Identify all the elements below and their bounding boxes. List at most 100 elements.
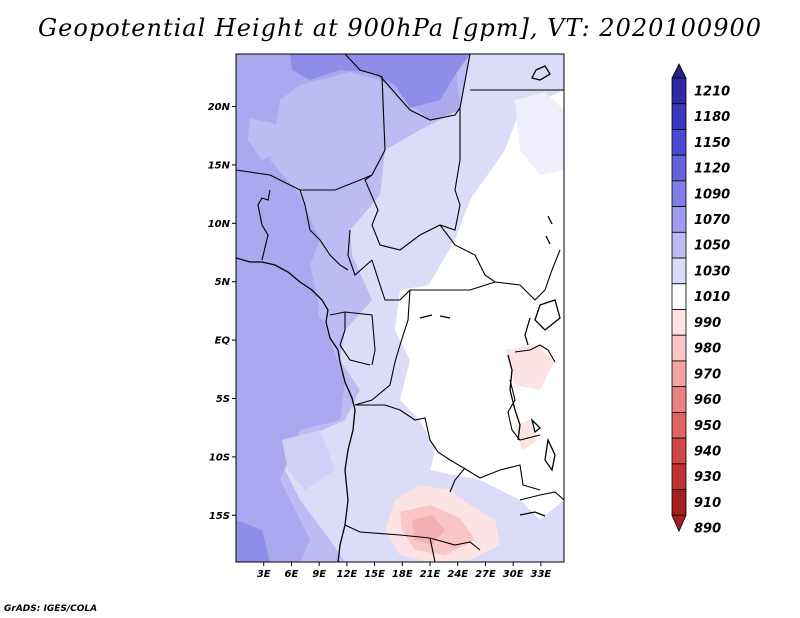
colorbar-label: 1030 <box>694 264 730 279</box>
border <box>449 467 466 493</box>
band-980-east <box>515 420 538 450</box>
atlantic-coast <box>236 257 356 562</box>
colorbar-label: 940 <box>694 444 721 459</box>
colorbar-swatch <box>671 206 687 233</box>
band-980-east <box>505 345 555 390</box>
colorbar-swatch <box>671 231 687 259</box>
border <box>519 491 564 501</box>
y-axis: 20N 15N 10N 5N EQ 5S 10S 15S <box>208 102 236 522</box>
border <box>479 464 541 491</box>
border <box>299 189 349 271</box>
colorbar-swatch <box>671 154 687 182</box>
colorbar-swatch <box>671 129 687 156</box>
band-1010-patch <box>515 92 564 175</box>
band-1070 <box>290 54 470 108</box>
lake <box>531 65 551 81</box>
colorbar-label: 1070 <box>694 213 730 228</box>
grads-credit: GrADS: IGES/COLA <box>4 604 98 614</box>
colorbar-label: 980 <box>694 342 721 357</box>
lake-malawi <box>544 437 556 472</box>
lake-albert <box>524 317 531 346</box>
colorbar-label: 930 <box>694 470 721 485</box>
colorbar: 1210 1180 1150 1120 1090 1070 1050 1030 1010 990 9… <box>671 63 730 537</box>
colorbar-label: 1210 <box>694 84 730 99</box>
band-1070-sw <box>236 520 270 562</box>
y-tick-label: 10S <box>209 452 230 463</box>
band-1030-patch <box>305 185 362 225</box>
band-1050 <box>236 54 460 562</box>
x-tick-label: 27E <box>475 569 496 580</box>
x-axis: 3E 6E 9E 12E 15E 18E 21E 24E 27E 30E 33E <box>257 562 552 580</box>
border <box>257 189 271 261</box>
y-tick-label: 5S <box>216 394 230 405</box>
lake-victoria <box>534 299 561 331</box>
colorbar-label: 1090 <box>694 187 730 202</box>
colorbar-label: 1120 <box>694 162 730 177</box>
border <box>347 229 373 276</box>
colorbar-cap-bottom <box>671 514 687 533</box>
colorbar-swatch <box>671 283 687 310</box>
border <box>236 169 373 191</box>
x-tick-label: 9E <box>312 569 326 580</box>
coastlines <box>236 65 561 562</box>
height-field <box>236 54 564 562</box>
colorbar-swatch <box>671 77 687 105</box>
country-borders <box>236 54 564 562</box>
x-tick-label: 21E <box>420 569 441 580</box>
chart-title: Geopotential Height at 900hPa [gpm], VT:… <box>38 14 762 42</box>
colorbar-swatch <box>671 463 687 490</box>
colorbar-swatch <box>671 334 687 362</box>
band-1030-patch <box>248 118 285 160</box>
border <box>439 224 561 301</box>
y-tick-label: 10N <box>208 219 231 230</box>
colorbar-label: 910 <box>694 496 721 511</box>
colorbar-label: 960 <box>694 393 721 408</box>
border <box>329 311 376 366</box>
colorbar-label: 890 <box>694 522 721 537</box>
y-tick-label: 15N <box>208 160 231 171</box>
river <box>419 314 451 319</box>
border <box>371 259 496 301</box>
lake-kariba <box>519 511 546 517</box>
x-tick-label: 15E <box>364 569 385 580</box>
colorbar-swatch <box>671 386 687 413</box>
colorbar-swatch <box>671 489 687 516</box>
x-tick-label: 6E <box>285 569 299 580</box>
colorbar-swatch <box>671 180 687 208</box>
x-tick-label: 24E <box>447 569 468 580</box>
colorbar-swatch <box>671 437 687 465</box>
border <box>355 404 481 479</box>
border <box>364 75 461 251</box>
colorbar-label: 970 <box>694 367 721 382</box>
lake-tanganyika <box>507 354 521 441</box>
band-990 <box>420 395 540 480</box>
colorbar-label: 990 <box>694 316 721 331</box>
border <box>514 344 556 363</box>
x-tick-label: 12E <box>336 569 357 580</box>
band-1030-patch <box>282 430 335 490</box>
colorbar-label: 950 <box>694 419 721 434</box>
river <box>545 215 553 245</box>
map-frame <box>235 53 565 563</box>
y-tick-label: 5N <box>215 277 231 288</box>
y-tick-label: EQ <box>215 336 231 347</box>
x-tick-label: 33E <box>531 569 552 580</box>
x-tick-label: 3E <box>257 569 271 580</box>
colorbar-swatch <box>671 411 687 439</box>
colorbar-swatch <box>671 103 687 130</box>
border <box>429 537 436 562</box>
band-1030-patch <box>300 100 380 175</box>
colorbar-label: 1180 <box>694 110 730 125</box>
border <box>339 312 371 366</box>
colorbar-label: 1050 <box>694 239 730 254</box>
colorbar-cap-top <box>671 63 687 79</box>
colorbar-swatch <box>671 309 687 336</box>
border <box>507 379 541 441</box>
colorbar-swatch <box>671 257 687 285</box>
x-tick-label: 18E <box>392 569 413 580</box>
lake <box>530 417 541 434</box>
border <box>344 54 471 121</box>
colorbar-swatch <box>671 360 687 388</box>
border <box>354 289 411 406</box>
